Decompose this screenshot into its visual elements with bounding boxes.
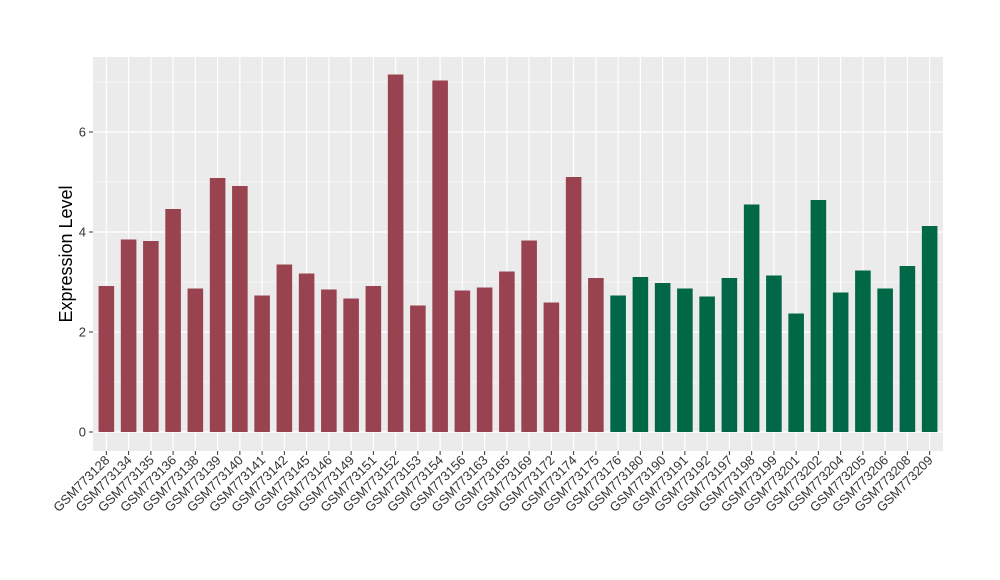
- y-tick-label: 6: [79, 125, 86, 140]
- bar-GSM773142: [276, 264, 293, 432]
- bar-GSM773149: [343, 298, 359, 432]
- bar-GSM773176: [610, 295, 626, 432]
- bar-GSM773208: [899, 266, 916, 432]
- bar-GSM773206: [877, 288, 893, 432]
- bar-GSM773140: [232, 186, 248, 432]
- bar-GSM773209: [921, 226, 938, 432]
- bar-GSM773146: [321, 289, 337, 432]
- bar-GSM773135: [143, 241, 159, 432]
- bar-GSM773154: [432, 80, 448, 432]
- bar-GSM773153: [410, 305, 426, 432]
- bar-GSM773169: [521, 240, 537, 432]
- y-tick-label: 0: [79, 425, 86, 440]
- bar-GSM773202: [810, 200, 827, 432]
- y-axis-label: Expression Level: [56, 185, 76, 322]
- bar-GSM773204: [832, 292, 849, 432]
- bar-GSM773139: [209, 178, 226, 432]
- bar-GSM773136: [165, 209, 181, 432]
- y-tick-label: 2: [79, 325, 86, 340]
- bar-GSM773152: [387, 74, 404, 432]
- bar-GSM773197: [721, 278, 738, 432]
- bar-GSM773156: [454, 290, 471, 432]
- bar-GSM773180: [632, 277, 649, 432]
- bar-GSM773134: [120, 239, 137, 432]
- bar-GSM773141: [254, 295, 270, 432]
- bar-GSM773172: [543, 302, 560, 432]
- bar-GSM773174: [565, 177, 582, 432]
- bar-GSM773199: [766, 275, 782, 432]
- bar-GSM773128: [98, 286, 115, 432]
- y-tick-label: 4: [79, 225, 86, 240]
- bar-GSM773165: [499, 271, 515, 432]
- bar-GSM773191: [677, 288, 693, 432]
- bar-GSM773145: [298, 273, 315, 432]
- bar-GSM773190: [654, 283, 671, 432]
- bar-GSM773138: [187, 288, 204, 432]
- bar-GSM773205: [855, 270, 871, 432]
- bar-GSM773163: [476, 287, 493, 432]
- bars: [98, 74, 938, 432]
- bar-GSM773151: [365, 286, 382, 432]
- bar-GSM773192: [699, 296, 715, 432]
- bar-GSM773175: [588, 278, 604, 432]
- y-axis: 0 2 4 6: [79, 125, 93, 440]
- bar-GSM773198: [743, 204, 760, 432]
- x-axis: GSM773128GSM773134GSM773135GSM773136GSM7…: [50, 451, 936, 515]
- bar-GSM773201: [788, 313, 804, 432]
